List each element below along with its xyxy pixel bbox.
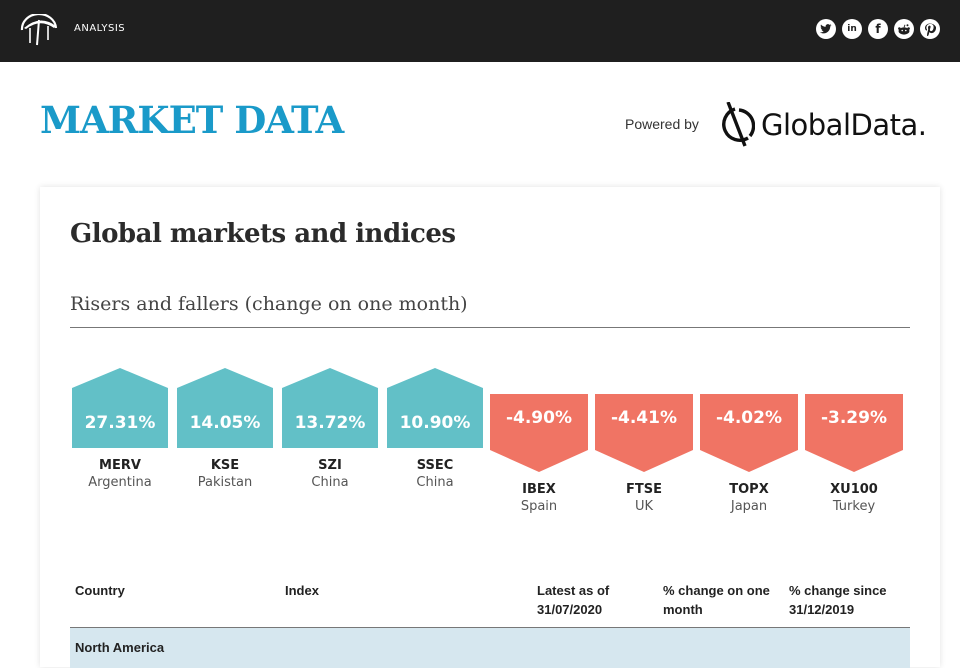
faller-shape xyxy=(805,394,903,472)
globaldata-logo[interactable]: GlobalData. xyxy=(719,102,927,148)
pinterest-icon[interactable] xyxy=(920,19,940,39)
faller-shape xyxy=(700,394,798,472)
index-country: China xyxy=(311,475,349,490)
faller-tile[interactable]: -3.29% XU100 Turkey xyxy=(805,394,903,514)
globaldata-wordmark: GlobalData. xyxy=(761,108,927,142)
col-header-ytd-line2: 31/12/2019 xyxy=(789,602,855,617)
faller-tile[interactable]: -4.41% FTSE UK xyxy=(595,394,693,514)
nav-analysis-link[interactable]: ANALYSIS xyxy=(74,23,126,34)
facebook-icon[interactable]: f xyxy=(868,19,888,39)
riser-shape xyxy=(177,368,273,448)
index-country: UK xyxy=(634,499,654,514)
index-code: SZI xyxy=(318,458,342,473)
riser-shape xyxy=(387,368,483,448)
index-country: Pakistan xyxy=(197,475,253,490)
table-header-divider xyxy=(70,627,910,628)
index-code: SSEC xyxy=(416,458,454,473)
col-header-latest-line2: 31/07/2020 xyxy=(537,602,603,617)
twitter-icon[interactable] xyxy=(816,19,836,39)
linkedin-icon[interactable]: in xyxy=(842,19,862,39)
riser-shape xyxy=(72,368,168,448)
table-region-row[interactable]: North America xyxy=(70,628,910,668)
faller-percent: -4.41% xyxy=(610,408,678,428)
index-code: FTSE xyxy=(626,482,662,497)
card-title: Global markets and indices xyxy=(70,219,456,249)
index-code: IBEX xyxy=(522,482,556,497)
faller-tile[interactable]: -4.90% IBEX Spain xyxy=(490,394,588,514)
faller-percent: -4.90% xyxy=(505,408,573,428)
riser-percent: 10.90% xyxy=(399,413,471,433)
risers-fallers-heading: Risers and fallers (change on one month) xyxy=(70,293,468,315)
globaldata-mark-icon xyxy=(722,102,755,147)
col-header-latest[interactable]: Latest as of 31/07/2020 xyxy=(537,581,609,619)
col-header-ytd-change[interactable]: % change since 31/12/2019 xyxy=(789,581,887,619)
page-title: MARKET DATA xyxy=(40,98,344,142)
site-logo[interactable] xyxy=(20,14,58,46)
riser-percent: 13.72% xyxy=(294,413,366,433)
index-code: KSE xyxy=(210,458,240,473)
region-label: North America xyxy=(75,640,165,655)
index-country: China xyxy=(416,475,454,490)
col-header-month-line2: month xyxy=(663,602,703,617)
faller-tile[interactable]: -4.02% TOPX Japan xyxy=(700,394,798,514)
index-code: XU100 xyxy=(830,482,878,497)
index-country: Turkey xyxy=(832,499,876,514)
col-header-index[interactable]: Index xyxy=(285,583,319,598)
col-header-month-line1: % change on one xyxy=(663,583,770,598)
index-country: Argentina xyxy=(88,475,152,490)
powered-by-label: Powered by xyxy=(625,116,699,132)
heading-divider xyxy=(70,327,910,328)
reddit-icon[interactable] xyxy=(894,19,914,39)
faller-percent: -4.02% xyxy=(715,408,783,428)
index-country: Japan xyxy=(730,499,768,514)
faller-shape xyxy=(595,394,693,472)
index-code: TOPX xyxy=(729,482,769,497)
col-header-country[interactable]: Country xyxy=(75,583,125,598)
col-header-month-change[interactable]: % change on one month xyxy=(663,581,770,619)
index-country: Spain xyxy=(520,499,558,514)
riser-tile[interactable]: 14.05% KSE Pakistan xyxy=(177,368,273,490)
faller-shape xyxy=(490,394,588,472)
riser-tile[interactable]: 27.31% MERV Argentina xyxy=(72,368,168,490)
col-header-ytd-line1: % change since xyxy=(789,583,887,598)
riser-shape xyxy=(282,368,378,448)
riser-percent: 14.05% xyxy=(189,413,261,433)
col-header-latest-line1: Latest as of xyxy=(537,583,610,598)
riser-percent: 27.31% xyxy=(84,413,156,433)
markets-card: Global markets and indices Risers and fa… xyxy=(40,187,940,668)
index-code: MERV xyxy=(99,458,141,473)
top-navbar: ANALYSIS in f xyxy=(0,0,960,62)
riser-tile[interactable]: 10.90% SSEC China xyxy=(387,368,483,490)
faller-percent: -3.29% xyxy=(820,408,888,428)
riser-tile[interactable]: 13.72% SZI China xyxy=(282,368,378,490)
